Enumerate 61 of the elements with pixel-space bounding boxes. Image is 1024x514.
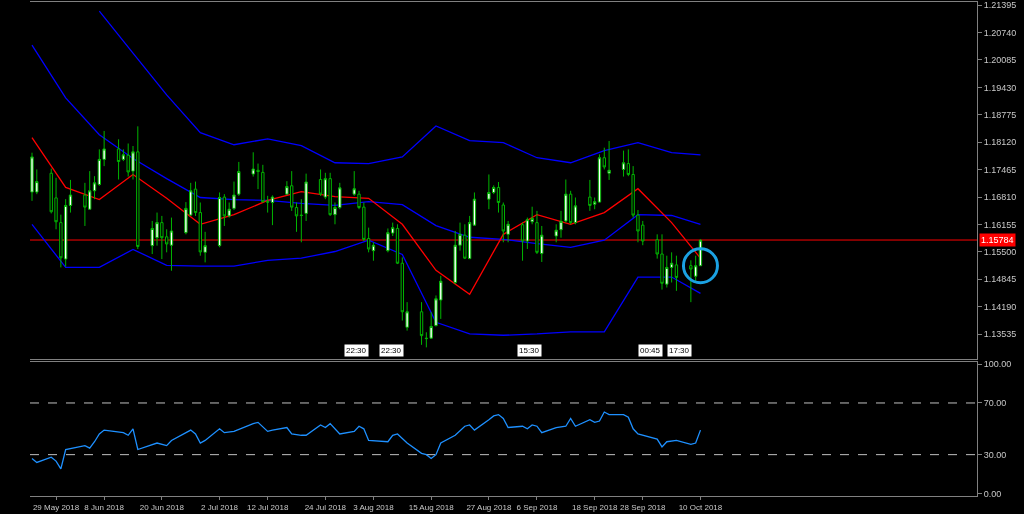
y-tick-label: 1.20085 — [983, 55, 1017, 66]
x-tick-label: 3 Aug 2018 — [353, 502, 395, 512]
candlestick — [270, 194, 275, 226]
x-tick-label: 18 Sep 2018 — [571, 502, 618, 512]
x-tick-label: 20 Jun 2018 — [139, 502, 185, 512]
candlestick — [419, 301, 424, 346]
candlestick — [169, 217, 174, 272]
line-series — [31, 411, 702, 470]
line-series — [31, 44, 702, 248]
candlestick — [217, 191, 222, 248]
candlestick — [304, 173, 308, 222]
x-tick-label: 29 May 2018 — [32, 502, 80, 512]
line-series — [98, 10, 702, 165]
x-tick-label: 28 Sep 2018 — [620, 502, 666, 512]
y-tick-label: 1.18120 — [983, 137, 1017, 148]
candlestick — [467, 215, 472, 260]
x-tick-label: 15 Aug 2018 — [408, 502, 455, 512]
x-tick-label: 12 Jul 2018 — [246, 502, 289, 512]
y-tick-label: 30.00 — [983, 449, 1007, 460]
candlestick — [472, 191, 477, 227]
y-tick-label: 1.21395 — [983, 0, 1017, 11]
annotation: 22:30 — [346, 346, 367, 355]
y-tick-label: 1.14845 — [983, 274, 1017, 285]
annotation: 17:30 — [669, 346, 690, 355]
x-tick-label: 24 Jul 2018 — [304, 502, 347, 512]
candlestick — [554, 223, 558, 243]
line-series — [31, 223, 702, 336]
y-tick-label: 1.13535 — [983, 329, 1017, 340]
candlestick — [689, 259, 693, 303]
candlestick — [116, 138, 121, 180]
y-tick-label: 0.00 — [983, 488, 1002, 499]
annotation: 00:45 — [640, 346, 661, 355]
y-tick-label: 1.18775 — [983, 109, 1017, 120]
x-tick-label: 8 Jun 2018 — [84, 502, 125, 512]
candlestick — [222, 193, 227, 227]
candlestick — [674, 255, 679, 292]
candlestick — [318, 168, 323, 197]
candlestick — [607, 140, 611, 181]
y-tick-label: 100.00 — [983, 359, 1012, 370]
x-tick-label: 27 Aug 2018 — [466, 502, 512, 512]
y-tick-label: 1.17465 — [983, 164, 1017, 175]
y-tick-label: 1.16155 — [983, 219, 1017, 230]
y-tick-label: 1.19430 — [983, 82, 1017, 93]
candlestick — [621, 150, 626, 178]
candlestick — [371, 241, 376, 262]
y-tick-label: 70.00 — [983, 398, 1007, 409]
candlestick — [520, 222, 525, 262]
candlestick — [193, 181, 198, 217]
candlestick — [496, 181, 501, 214]
x-tick-label: 6 Sep 2018 — [516, 502, 558, 512]
ref-line-label: 1.15784 — [981, 235, 1014, 245]
annotation: 22:30 — [381, 346, 402, 355]
annotation: 15:30 — [519, 346, 540, 355]
candlestick — [299, 198, 303, 243]
x-tick-label: 10 Oct 2018 — [678, 502, 723, 512]
y-tick-label: 1.16810 — [983, 192, 1017, 203]
y-tick-label: 1.14190 — [983, 301, 1017, 312]
x-tick-label: 2 Jul 2018 — [201, 502, 239, 512]
y-tick-label: 1.15500 — [983, 247, 1017, 258]
candlestick — [573, 197, 578, 225]
y-tick-label: 1.20740 — [983, 27, 1017, 38]
